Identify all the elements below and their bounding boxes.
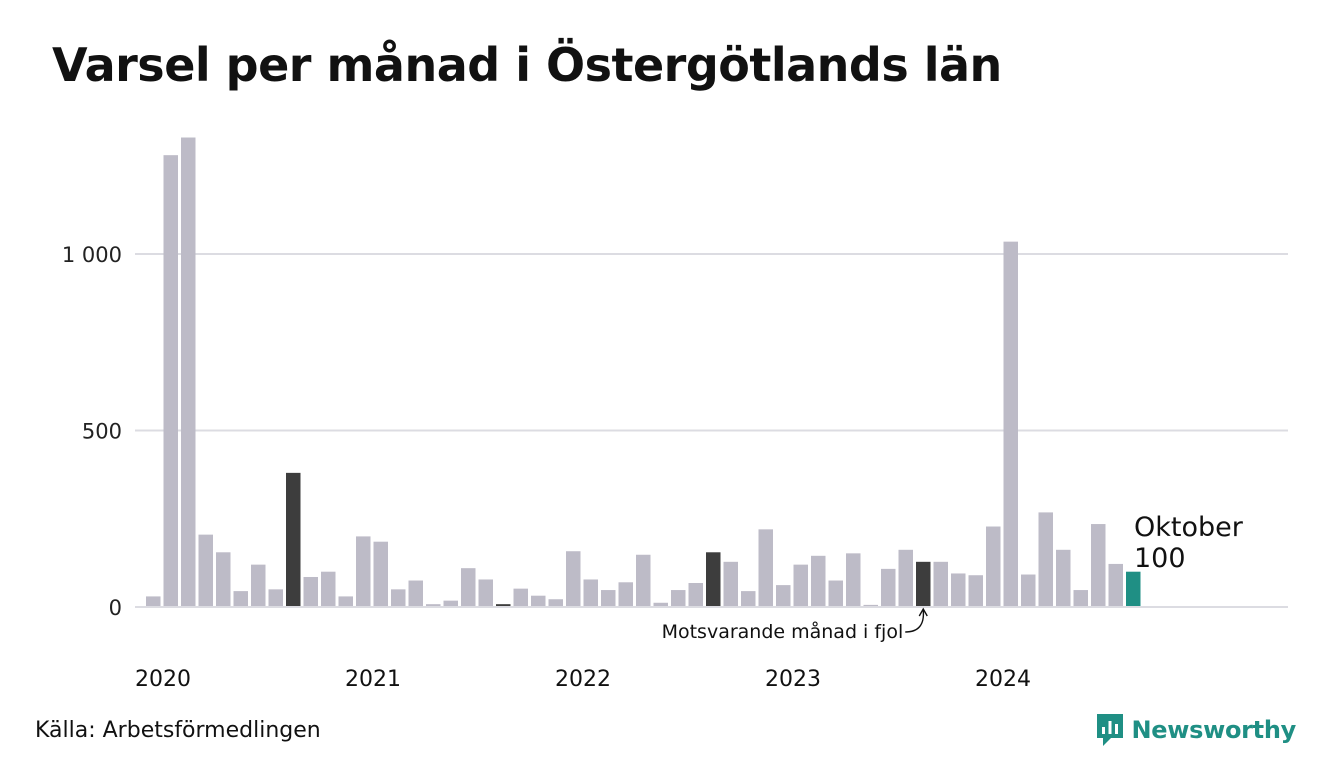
x-year-label: 2023 — [765, 667, 821, 692]
bar — [478, 579, 493, 607]
bar — [251, 564, 266, 607]
bar — [216, 552, 231, 607]
bar — [758, 529, 773, 607]
bar — [723, 561, 738, 607]
bar — [531, 595, 546, 607]
bar — [828, 580, 843, 607]
bar — [601, 590, 616, 607]
bar — [548, 599, 563, 607]
bar — [583, 579, 598, 607]
x-year-label: 2021 — [345, 667, 401, 692]
y-tick-label: 0 — [109, 596, 122, 620]
gridlines — [135, 253, 1288, 432]
x-year-label: 2020 — [135, 667, 191, 692]
bar — [1038, 512, 1053, 607]
brand[interactable]: Newsworthy — [1095, 712, 1296, 748]
bar — [426, 604, 441, 607]
bar — [513, 588, 528, 607]
bar — [1073, 590, 1088, 607]
bar — [741, 591, 756, 607]
bar — [1003, 241, 1018, 607]
bar — [566, 551, 581, 607]
bar — [618, 582, 633, 607]
y-tick-label: 1 000 — [62, 243, 122, 267]
annotation-arrow — [905, 609, 925, 633]
bar-same-month-previous-year — [706, 552, 721, 607]
bar — [356, 536, 371, 607]
bar — [776, 585, 791, 607]
bar — [163, 155, 178, 607]
bar-same-month-previous-year — [496, 604, 511, 607]
bar — [461, 568, 476, 607]
bar — [986, 526, 1001, 607]
bar — [338, 596, 353, 607]
bar — [1108, 563, 1123, 607]
last-label-month: Oktober — [1134, 512, 1244, 543]
bar-current-month — [1126, 571, 1141, 607]
bar — [1056, 549, 1071, 607]
chart-title: Varsel per månad i Östergötlands län — [52, 38, 1002, 92]
x-year-label: 2024 — [975, 667, 1031, 692]
bar — [391, 589, 406, 607]
bar — [951, 573, 966, 607]
y-axis-ticks: 0 500 1 000 — [62, 243, 122, 620]
annotation-text: Motsvarande månad i fjol — [662, 620, 904, 643]
bar — [968, 575, 983, 607]
bar — [408, 580, 423, 607]
x-axis-years: 2020 2021 2022 2023 2024 — [135, 667, 1031, 692]
bar — [688, 582, 703, 607]
bar — [898, 549, 913, 607]
bar — [671, 590, 686, 607]
bar — [198, 534, 213, 607]
bar — [793, 564, 808, 607]
annotation: Motsvarande månad i fjol — [662, 607, 928, 643]
bar — [1091, 524, 1106, 607]
bars — [146, 137, 1141, 607]
bar — [863, 604, 878, 607]
bar — [233, 591, 248, 607]
x-year-label: 2022 — [555, 667, 611, 692]
last-label-value: 100 — [1134, 543, 1186, 574]
y-tick-label: 500 — [82, 420, 122, 444]
bar — [846, 553, 861, 607]
bar — [443, 600, 458, 607]
bar — [373, 541, 388, 607]
bar — [321, 571, 336, 607]
source-note: Källa: Arbetsförmedlingen — [35, 718, 321, 743]
bar-same-month-previous-year — [916, 561, 931, 607]
brand-name: Newsworthy — [1131, 716, 1296, 744]
newsworthy-logo-icon — [1097, 714, 1124, 746]
bar — [146, 596, 161, 607]
bar — [636, 554, 651, 607]
bar — [653, 602, 668, 607]
annotation-arrowhead — [918, 607, 928, 617]
bar — [268, 589, 283, 607]
bar — [881, 568, 896, 607]
bar — [181, 137, 196, 607]
bar — [303, 576, 318, 607]
bar — [811, 555, 826, 607]
bar-same-month-previous-year — [286, 472, 301, 607]
bar — [1021, 574, 1036, 607]
bar — [933, 561, 948, 607]
